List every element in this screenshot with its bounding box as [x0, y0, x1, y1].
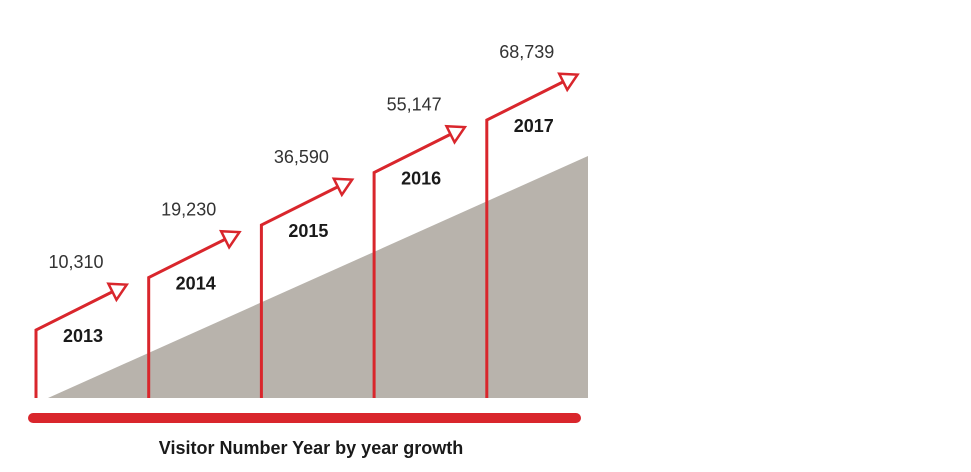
step-arrowhead-2013	[106, 282, 130, 303]
year-label-2016: 2016	[401, 169, 441, 189]
value-label-2013: 10,310	[48, 252, 103, 272]
year-label-2017: 2017	[514, 116, 554, 136]
growth-wedge	[48, 156, 588, 398]
year-label-2014: 2014	[176, 274, 216, 294]
chart-title: Visitor Number Year by year growth	[159, 438, 463, 458]
value-label-2014: 19,230	[161, 200, 216, 220]
step-arrowhead-2015	[331, 177, 355, 198]
step-series: 10,310 2013 19,230 2014 36,590 2015 55,147 2016…	[34, 42, 580, 398]
step-arrowhead-2014	[219, 229, 242, 250]
step-line-2016	[372, 131, 455, 398]
year-label-2015: 2015	[288, 221, 328, 241]
step-line-2017	[485, 78, 568, 398]
year-label-2013: 2013	[63, 326, 103, 346]
value-label-2016: 55,147	[387, 95, 442, 115]
step-arrowhead-2017	[557, 72, 580, 93]
value-label-2015: 36,590	[274, 147, 329, 167]
step-arrowhead-2016	[444, 124, 468, 145]
step-line-2014	[147, 236, 230, 398]
value-label-2017: 68,739	[499, 42, 554, 62]
step-line-2015	[259, 183, 343, 398]
baseline-bar	[28, 413, 581, 423]
step-line-2013	[34, 288, 117, 398]
